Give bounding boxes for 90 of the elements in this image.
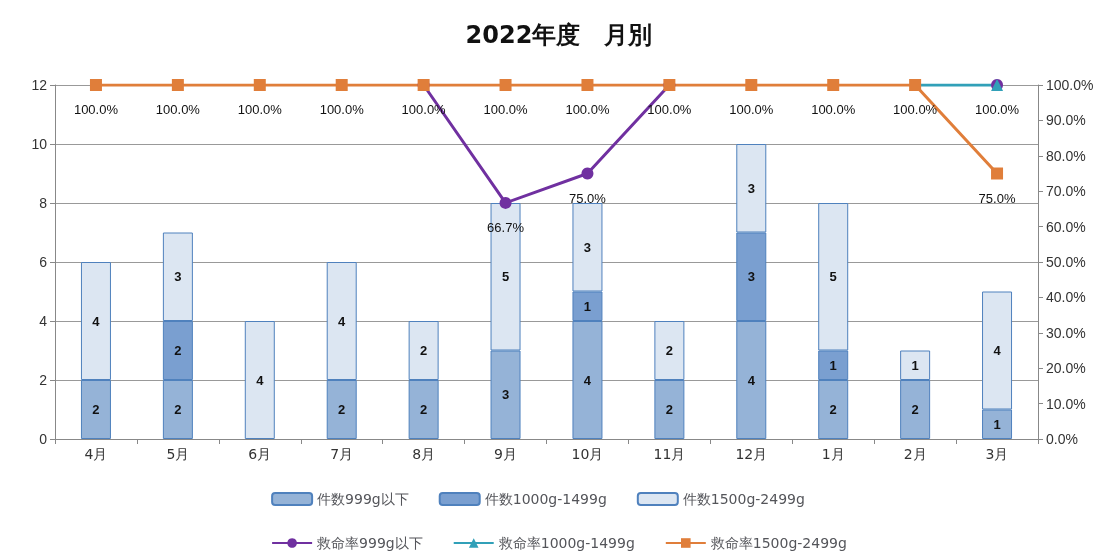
point — [499, 196, 512, 209]
data-label: 4 — [92, 313, 101, 329]
y2-tick-label: 10.0% — [1046, 395, 1086, 412]
data-label: 4 — [583, 372, 592, 388]
x-tick-label: 1月 — [821, 446, 845, 462]
data-label: 1 — [911, 357, 919, 373]
data-label: 100.0% — [155, 102, 201, 117]
point — [171, 79, 184, 91]
legend-label: 件数1500g-2499g — [682, 491, 805, 507]
data-label: 4 — [256, 372, 265, 388]
x-tick-label: 4月 — [84, 446, 108, 462]
x-tick-label: 10月 — [571, 446, 604, 462]
data-label: 2 — [420, 343, 428, 358]
x-tick-label: 5月 — [166, 446, 190, 462]
legend-label: 救命率1500g-2499g — [709, 535, 847, 551]
data-label: 100.0% — [237, 102, 283, 117]
x-tick-label: 11月 — [653, 446, 686, 462]
data-label: 66.7% — [487, 219, 525, 235]
y2-tick-label: 0.0% — [1046, 431, 1078, 447]
y2-tick-label: 70.0% — [1046, 183, 1086, 200]
y2-tick-label: 80.0% — [1046, 147, 1086, 164]
y2-tick-label: 40.0% — [1046, 289, 1086, 306]
data-label: 1 — [829, 357, 837, 373]
data-label: 3 — [747, 180, 755, 196]
x-tick-label: 6月 — [248, 446, 272, 462]
data-label: 75.0% — [978, 190, 1016, 206]
data-label: 100.0% — [565, 102, 610, 117]
data-label: 2 — [665, 402, 673, 417]
y-tick-label: 10 — [31, 136, 48, 152]
data-label: 2 — [911, 402, 919, 417]
data-label: 2 — [420, 402, 428, 417]
data-label: 1 — [993, 416, 1001, 432]
y-tick-label: 0 — [39, 431, 48, 447]
legend-label: 救命率999g以下 — [316, 535, 423, 551]
point — [745, 79, 758, 91]
point — [991, 167, 1004, 180]
legend-label: 件数999g以下 — [317, 491, 409, 507]
x-tick-label: 12月 — [735, 446, 768, 462]
data-label: 100.0% — [483, 102, 529, 117]
data-label: 3 — [747, 269, 755, 285]
data-label: 2 — [829, 402, 837, 417]
data-label: 3 — [583, 239, 592, 255]
data-label: 2 — [92, 402, 100, 417]
data-label: 5 — [501, 269, 510, 285]
y2-tick-label: 20.0% — [1046, 360, 1086, 377]
point — [499, 79, 512, 91]
point — [89, 79, 102, 91]
y-tick-label: 6 — [39, 254, 48, 270]
y2-tick-label: 100.0% — [1046, 77, 1094, 93]
y-tick-label: 2 — [39, 372, 48, 388]
x-tick-label: 9月 — [494, 446, 517, 462]
x-tick-label: 3月 — [985, 446, 1009, 462]
data-label: 100.0% — [647, 102, 692, 117]
y-tick-label: 8 — [39, 195, 48, 211]
data-label: 4 — [993, 343, 1002, 358]
bar — [244, 321, 275, 439]
y2-tick-label: 50.0% — [1046, 254, 1086, 270]
data-label: 3 — [501, 387, 510, 403]
y2-tick-label: 60.0% — [1046, 218, 1086, 235]
data-label: 5 — [829, 269, 837, 285]
point — [335, 79, 348, 91]
data-label: 100.0% — [811, 102, 856, 117]
legend-label: 件数1000g-1499g — [484, 491, 607, 507]
data-label: 4 — [747, 372, 756, 388]
data-label: 75.0% — [569, 190, 607, 206]
chart-title: 2022年度 月別 — [465, 21, 653, 49]
data-label: 2 — [665, 343, 673, 358]
y2-tick-label: 90.0% — [1046, 112, 1086, 129]
data-label: 2 — [338, 402, 346, 417]
y-tick-label: 4 — [39, 313, 48, 329]
point — [581, 79, 594, 91]
data-label: 4 — [338, 313, 347, 329]
point — [581, 167, 594, 180]
data-label: 1 — [583, 298, 592, 314]
point — [827, 79, 840, 91]
data-label: 100.0% — [319, 102, 365, 117]
x-tick-label: 7月 — [330, 446, 354, 462]
data-label: 2 — [174, 343, 182, 358]
point — [253, 79, 266, 91]
y-tick-label: 12 — [31, 77, 48, 93]
data-label: 3 — [174, 269, 182, 285]
data-label: 2 — [174, 402, 182, 417]
x-tick-label: 8月 — [412, 446, 436, 462]
data-label: 100.0% — [893, 102, 938, 117]
data-label: 100.0% — [974, 102, 1020, 117]
y2-tick-label: 30.0% — [1046, 324, 1086, 341]
data-label: 100.0% — [729, 102, 774, 117]
data-label: 100.0% — [73, 102, 119, 117]
legend-label: 救命率1000g-1499g — [497, 535, 635, 551]
x-tick-label: 2月 — [903, 446, 927, 462]
